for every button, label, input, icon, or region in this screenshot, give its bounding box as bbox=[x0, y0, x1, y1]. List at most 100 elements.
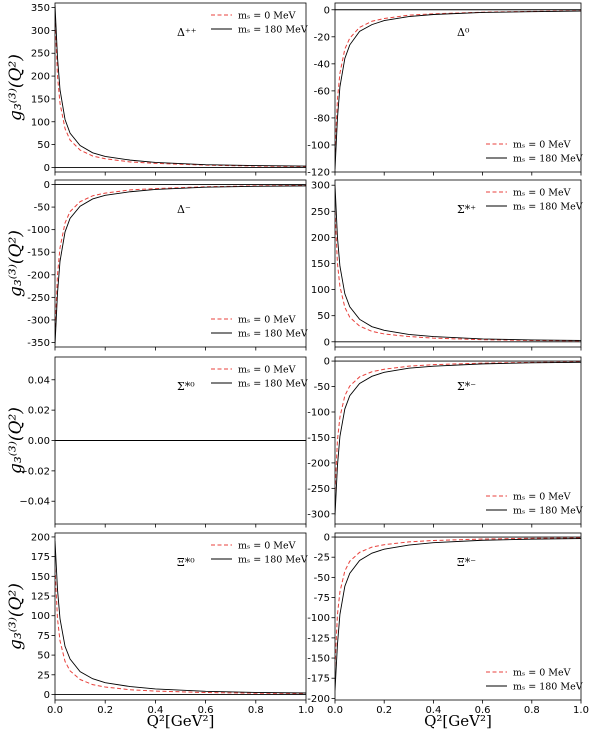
y-tick-label: -25 bbox=[314, 553, 330, 564]
y-axis-label: g₃⁽³⁾(Q²) bbox=[6, 407, 26, 474]
plot-frame bbox=[54, 2, 307, 173]
x-axis-label: Q²[GeV²] bbox=[424, 712, 492, 730]
y-tick-label: -200 bbox=[307, 458, 330, 469]
y-tick-label: 250 bbox=[311, 207, 330, 218]
panel-label: Ξ*⁰ bbox=[177, 556, 195, 569]
x-tick-label: 0.6 bbox=[198, 705, 214, 716]
x-tick-label: 1.0 bbox=[298, 705, 314, 716]
x-tick-label: 0.2 bbox=[97, 705, 113, 716]
y-tick-label: -40 bbox=[314, 59, 330, 70]
plot-frame bbox=[334, 356, 582, 525]
y-tick-label: -50 bbox=[314, 382, 330, 393]
y-tick-label: 200 bbox=[311, 233, 330, 244]
y-tick-label: −0.02 bbox=[19, 466, 50, 477]
panel-label: Σ*⁺ bbox=[457, 203, 476, 216]
y-tick-label: -250 bbox=[27, 293, 50, 304]
x-tick-label: 0.6 bbox=[475, 705, 491, 716]
x-tick-label: 0.8 bbox=[248, 705, 264, 716]
y-tick-label: -150 bbox=[307, 433, 330, 444]
y-tick-label: 50 bbox=[37, 651, 50, 662]
panel-label: Σ*⁰ bbox=[177, 380, 195, 393]
y-tick-label: 50 bbox=[317, 311, 330, 322]
y-tick-label: 350 bbox=[31, 3, 50, 14]
series-line-ms0 bbox=[55, 568, 306, 695]
y-tick-label: -175 bbox=[307, 674, 330, 685]
y-tick-label: 300 bbox=[311, 181, 330, 192]
chart-panel-5: 0 -50 -100 -150 -200 -250 -300 mₛ = 0 MeV mₛ = 1… bbox=[307, 356, 583, 528]
chart-panel-0: 0 50 100 150 200 250 300 350 mₛ = 0 MeV mₛ = 180 … bbox=[31, 2, 308, 176]
legend-entry: mₛ = 0 MeV bbox=[513, 668, 571, 679]
x-tick-label: 0.4 bbox=[425, 705, 441, 716]
legend-entry: mₛ = 0 MeV bbox=[238, 365, 296, 376]
x-axis-labels: Q²[GeV²] Q²[GeV²] bbox=[147, 712, 492, 730]
x-axis-label: Q²[GeV²] bbox=[147, 712, 215, 730]
y-tick-label: -100 bbox=[307, 407, 330, 418]
y-tick-label: 0 bbox=[44, 163, 50, 174]
legend-entry: mₛ = 180 MeV bbox=[513, 202, 583, 213]
series-line-ms180 bbox=[55, 540, 306, 694]
x-tick-label: 0.0 bbox=[327, 705, 343, 716]
panel-label: Σ*⁻ bbox=[457, 380, 476, 393]
y-tick-label: 100 bbox=[31, 117, 50, 128]
y-tick-label: 150 bbox=[311, 259, 330, 270]
chart-panel-6: 0 25 50 75 100 125 150 175 200 0.0 0.2 0.4 0.6 0.8 1.0… bbox=[31, 532, 314, 716]
x-tick-label: 0.0 bbox=[47, 705, 63, 716]
legend-entry: mₛ = 180 MeV bbox=[513, 682, 583, 693]
series-line-ms180 bbox=[55, 5, 306, 167]
y-tick-label: 0.02 bbox=[28, 406, 50, 417]
y-tick-label: 25 bbox=[37, 670, 50, 681]
y-tick-label: -300 bbox=[307, 509, 330, 520]
y-tick-label: −0.04 bbox=[19, 497, 50, 508]
legend-entry: mₛ = 0 MeV bbox=[513, 140, 571, 151]
y-tick-label: 50 bbox=[37, 140, 50, 151]
y-tick-label: 175 bbox=[31, 552, 50, 563]
y-tick-label: 0 bbox=[324, 533, 330, 544]
series-line-ms180 bbox=[55, 185, 306, 345]
legend-entry: mₛ = 0 MeV bbox=[238, 315, 296, 326]
y-tick-label: -150 bbox=[27, 248, 50, 259]
y-tick-label: -125 bbox=[307, 633, 330, 644]
y-tick-label: 200 bbox=[31, 532, 50, 543]
legend-entry: mₛ = 180 MeV bbox=[513, 154, 583, 165]
y-tick-label: -75 bbox=[314, 593, 330, 604]
series-line-ms0 bbox=[55, 16, 306, 168]
panel-label: Ξ*⁻ bbox=[457, 556, 476, 569]
y-tick-label: 0 bbox=[324, 337, 330, 348]
y-tick-label: -20 bbox=[314, 32, 330, 43]
series-line-ms180 bbox=[335, 185, 581, 341]
legend-entry: mₛ = 180 MeV bbox=[238, 25, 308, 36]
panel-label: Δ⁺⁺ bbox=[177, 26, 197, 39]
y-tick-label: 300 bbox=[31, 26, 50, 37]
y-tick-label: 150 bbox=[31, 572, 50, 583]
y-tick-label: -300 bbox=[27, 315, 50, 326]
y-axis-labels: g₃⁽³⁾(Q²) g₃⁽³⁾(Q²) g₃⁽³⁾(Q²) g₃⁽³⁾(Q²) bbox=[6, 54, 26, 650]
y-tick-label: -60 bbox=[314, 86, 330, 97]
legend-entry: mₛ = 180 MeV bbox=[238, 555, 308, 566]
y-axis-label: g₃⁽³⁾(Q²) bbox=[6, 54, 26, 121]
y-tick-label: 200 bbox=[31, 72, 50, 83]
plot-frame bbox=[54, 532, 307, 701]
y-tick-label: 0.00 bbox=[28, 436, 50, 447]
y-tick-label: -100 bbox=[307, 140, 330, 151]
x-tick-label: 0.4 bbox=[147, 705, 163, 716]
panel-label: Δ⁰ bbox=[457, 26, 470, 39]
y-tick-label: -50 bbox=[314, 573, 330, 584]
y-tick-label: -100 bbox=[27, 225, 50, 236]
chart-panel-3: 0 50 100 150 200 250 300 mₛ = 0 MeV mₛ = 180 MeV… bbox=[311, 179, 583, 351]
series-line-ms180 bbox=[335, 361, 581, 516]
legend-entry: mₛ = 0 MeV bbox=[238, 11, 296, 22]
plot-frame bbox=[334, 2, 582, 173]
y-tick-label: -100 bbox=[307, 613, 330, 624]
series-line-ms180 bbox=[335, 538, 581, 691]
x-tick-label: 0.2 bbox=[376, 705, 392, 716]
series-line-ms0 bbox=[335, 361, 581, 491]
y-tick-label: 250 bbox=[31, 49, 50, 60]
series-line-ms0 bbox=[335, 537, 581, 667]
y-tick-label: 0.04 bbox=[28, 375, 50, 386]
x-tick-label: 0.8 bbox=[524, 705, 540, 716]
chart-panel-2: 0 -50 -100 -150 -200 -250 -300 -350 mₛ = 0 MeV mₛ… bbox=[27, 179, 308, 351]
y-tick-label: -150 bbox=[307, 654, 330, 665]
y-tick-label: -200 bbox=[307, 694, 330, 705]
